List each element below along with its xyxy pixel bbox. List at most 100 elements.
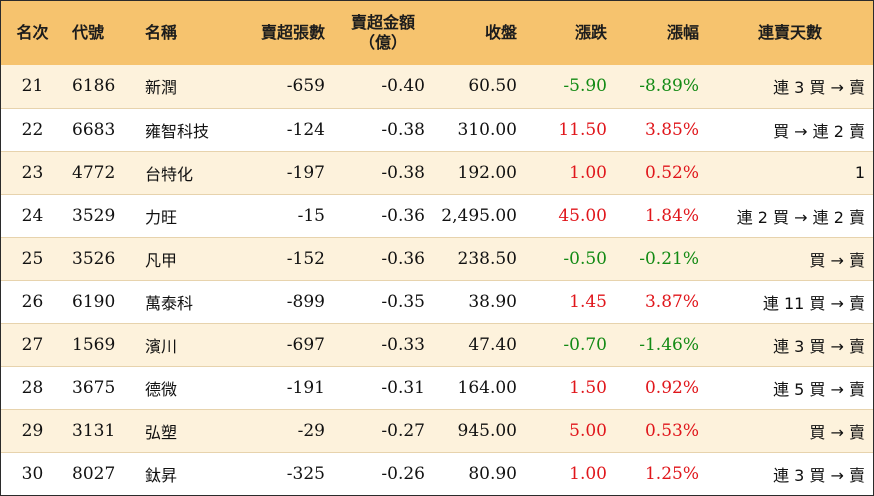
- amount-cell: -0.31: [381, 377, 425, 398]
- streak-cell: 連 3 買 → 賣: [773, 465, 865, 485]
- close-cell: 60.50: [468, 76, 517, 97]
- rank-cell: 28: [21, 377, 44, 398]
- amount-cell: -0.33: [381, 334, 425, 355]
- change-cell: 5.00: [569, 420, 607, 441]
- table-row: 22 6683 雍智科技 -124 -0.38 310.00 11.50 3.85% 買 → 連…: [1, 108, 873, 151]
- table-row: 28 3675 德微 -191 -0.31 164.00 1.50 0.92% 連 5 買 → …: [1, 366, 873, 409]
- shares-cell: -659: [286, 76, 325, 97]
- close-cell: 164.00: [457, 377, 517, 398]
- amount-cell: -0.38: [381, 162, 425, 183]
- pct-cell: -8.89%: [639, 76, 699, 97]
- name-cell: 德微: [145, 379, 178, 399]
- header-amount: 賣超金額 （億）: [333, 1, 433, 65]
- name-cell: 台特化: [145, 164, 194, 184]
- header-pct: 漲幅: [666, 23, 699, 42]
- streak-cell: 買 → 賣: [809, 422, 865, 442]
- code-cell: 6683: [72, 119, 116, 140]
- table-row: 21 6186 新潤 -659 -0.40 60.50 -5.90 -8.89% 連 3 買 →…: [1, 65, 873, 108]
- table-body: 21 6186 新潤 -659 -0.40 60.50 -5.90 -8.89% 連 3 買 →…: [1, 65, 873, 495]
- change-cell: -5.90: [563, 76, 607, 97]
- close-cell: 310.00: [457, 119, 517, 140]
- streak-cell: 連 3 買 → 賣: [773, 336, 865, 356]
- amount-cell: -0.26: [381, 463, 425, 484]
- streak-cell: 連 2 買 → 連 2 賣: [736, 207, 865, 227]
- header-streak: 連賣天數: [757, 23, 822, 42]
- table-row: 24 3529 力旺 -15 -0.36 2,495.00 45.00 1.84% 連 2 買 …: [1, 194, 873, 237]
- pct-cell: 1.84%: [644, 205, 699, 226]
- close-cell: 38.90: [468, 291, 517, 312]
- close-cell: 945.00: [457, 420, 517, 441]
- header-amount-line1: 賣超金額: [350, 13, 415, 32]
- change-cell: 1.45: [569, 291, 607, 312]
- rank-cell: 24: [21, 205, 44, 226]
- code-cell: 1569: [72, 334, 116, 355]
- pct-cell: 0.53%: [644, 420, 699, 441]
- shares-cell: -152: [286, 248, 325, 269]
- amount-cell: -0.35: [381, 291, 425, 312]
- rank-cell: 27: [21, 334, 44, 355]
- name-cell: 凡甲: [145, 250, 178, 270]
- shares-cell: -899: [286, 291, 325, 312]
- header-close: 收盤: [484, 23, 517, 42]
- header-code: 代號: [72, 23, 105, 42]
- rank-cell: 22: [21, 119, 44, 140]
- table-row: 29 3131 弘塑 -29 -0.27 945.00 5.00 0.53% 買 → 賣: [1, 409, 873, 452]
- pct-cell: -1.46%: [639, 334, 699, 355]
- name-cell: 弘塑: [145, 422, 178, 442]
- pct-cell: -0.21%: [639, 248, 699, 269]
- close-cell: 192.00: [457, 162, 517, 183]
- change-cell: -0.70: [563, 334, 607, 355]
- header-change: 漲跌: [574, 23, 607, 42]
- streak-cell: 連 3 買 → 賣: [773, 78, 865, 98]
- rank-cell: 21: [21, 76, 44, 97]
- amount-cell: -0.36: [381, 248, 425, 269]
- amount-cell: -0.38: [381, 119, 425, 140]
- close-cell: 47.40: [468, 334, 517, 355]
- change-cell: 1.50: [569, 377, 607, 398]
- name-cell: 鈦昇: [145, 465, 178, 485]
- shares-cell: -697: [286, 334, 325, 355]
- rank-cell: 25: [21, 248, 44, 269]
- table-row: 25 3526 凡甲 -152 -0.36 238.50 -0.50 -0.21% 買 → 賣: [1, 237, 873, 280]
- rank-cell: 23: [21, 162, 44, 183]
- code-cell: 6190: [72, 291, 116, 312]
- streak-cell: 連 5 買 → 賣: [773, 379, 865, 399]
- shares-cell: -325: [286, 463, 325, 484]
- change-cell: 11.50: [558, 119, 607, 140]
- header-name: 名稱: [145, 23, 178, 42]
- name-cell: 雍智科技: [145, 121, 210, 141]
- rank-cell: 29: [21, 420, 44, 441]
- table-row: 23 4772 台特化 -197 -0.38 192.00 1.00 0.52% 1: [1, 151, 873, 194]
- pct-cell: 1.25%: [644, 463, 699, 484]
- header-shares: 賣超張數: [260, 23, 325, 42]
- code-cell: 6186: [72, 76, 116, 97]
- code-cell: 3526: [72, 248, 116, 269]
- streak-cell: 買 → 賣: [809, 250, 865, 270]
- name-cell: 萬泰科: [145, 293, 194, 313]
- pct-cell: 3.85%: [644, 119, 699, 140]
- shares-cell: -29: [297, 420, 325, 441]
- code-cell: 3131: [72, 420, 116, 441]
- amount-cell: -0.40: [381, 76, 425, 97]
- change-cell: -0.50: [563, 248, 607, 269]
- shares-cell: -191: [286, 377, 325, 398]
- code-cell: 3675: [72, 377, 116, 398]
- table-header-row: 名次 代號 名稱 賣超張數 賣超金額 （億） 收盤 漲跌 漲幅 連賣天數: [1, 1, 873, 65]
- streak-cell: 買 → 連 2 賣: [773, 121, 865, 141]
- name-cell: 新潤: [145, 78, 178, 98]
- code-cell: 4772: [72, 162, 116, 183]
- name-cell: 濱川: [145, 336, 178, 356]
- streak-cell: 連 11 買 → 賣: [762, 293, 865, 313]
- amount-cell: -0.27: [381, 420, 425, 441]
- name-cell: 力旺: [145, 207, 178, 227]
- rank-cell: 26: [21, 291, 44, 312]
- table-row: 27 1569 濱川 -697 -0.33 47.40 -0.70 -1.46% 連 3 買 →…: [1, 323, 873, 366]
- amount-cell: -0.36: [381, 205, 425, 226]
- header-rank: 名次: [16, 23, 49, 42]
- pct-cell: 0.92%: [644, 377, 699, 398]
- table-row: 30 8027 鈦昇 -325 -0.26 80.90 1.00 1.25% 連 3 買 → 賣: [1, 452, 873, 495]
- shares-cell: -124: [286, 119, 325, 140]
- close-cell: 2,495.00: [441, 205, 517, 226]
